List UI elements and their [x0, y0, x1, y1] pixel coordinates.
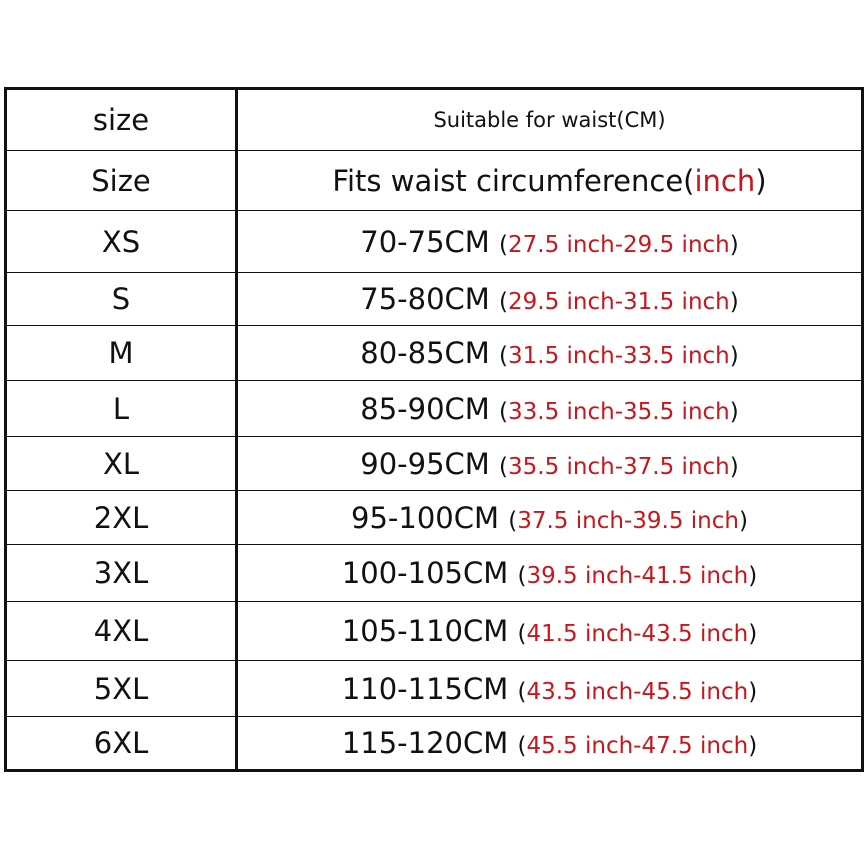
waist-cm: 105-110CM [341, 614, 509, 648]
waist-cell: 70-75CM (27.5 inch-29.5 inch) [236, 210, 863, 273]
size-cell: M [5, 325, 238, 381]
close-paren: ) [729, 231, 739, 258]
waist-inch: 27.5 inch-29.5 inch [508, 231, 730, 258]
waist-cm: 100-105CM [341, 556, 509, 590]
size-cell: 6XL [5, 716, 238, 771]
size-chart-table: size Suitable for waist(CM) Size Fits wa… [4, 87, 864, 772]
waist-cell: 80-85CM (31.5 inch-33.5 inch) [236, 325, 863, 381]
close-paren: ) [748, 733, 758, 759]
close-paren: ) [729, 398, 739, 425]
waist-inch: 31.5 inch-33.5 inch [508, 343, 730, 369]
table-row: 4XL 105-110CM (41.5 inch-43.5 inch) [5, 601, 863, 661]
waist-cell: 90-95CM (35.5 inch-37.5 inch) [236, 436, 863, 491]
waist-cell: 95-100CM (37.5 inch-39.5 inch) [236, 490, 863, 545]
waist-cm: 95-100CM [351, 500, 500, 535]
table-row: S 75-80CM (29.5 inch-31.5 inch) [5, 272, 863, 326]
size-cell: 4XL [5, 601, 238, 661]
close-paren: ) [748, 678, 758, 705]
table-row: 5XL 110-115CM (43.5 inch-45.5 inch) [5, 660, 863, 717]
open-paren: ( [517, 678, 527, 705]
waist-cm: 70-75CM [360, 224, 490, 259]
waist-cell: 85-90CM (33.5 inch-35.5 inch) [236, 380, 863, 437]
size-cell: 5XL [5, 660, 238, 717]
open-paren: ( [517, 563, 527, 589]
header-row-cm: size Suitable for waist(CM) [5, 88, 863, 151]
table-row: XL 90-95CM (35.5 inch-37.5 inch) [5, 436, 863, 491]
waist-cm-header: Suitable for waist(CM) [236, 88, 863, 151]
size-cell: 2XL [5, 490, 238, 545]
waist-inch: 37.5 inch-39.5 inch [517, 507, 739, 534]
open-paren: ( [499, 343, 509, 369]
waist-cm: 90-95CM [360, 446, 490, 481]
waist-cell: 75-80CM (29.5 inch-31.5 inch) [236, 272, 863, 326]
size-cell: XL [5, 436, 238, 491]
open-paren: ( [517, 733, 527, 759]
waist-inch: 43.5 inch-45.5 inch [526, 678, 749, 705]
open-paren: ( [499, 398, 509, 425]
close-paren: ) [748, 621, 758, 647]
size-cell: L [5, 380, 238, 437]
waist-inch-header-prefix: Fits waist circumference( [332, 163, 695, 198]
table-row: 3XL 100-105CM (39.5 inch-41.5 inch) [5, 544, 863, 602]
size-header: size [5, 88, 238, 151]
table-row: M 80-85CM (31.5 inch-33.5 inch) [5, 325, 863, 381]
close-paren: ) [729, 453, 739, 480]
table-row: L 85-90CM (33.5 inch-35.5 inch) [5, 380, 863, 437]
waist-inch: 39.5 inch-41.5 inch [526, 563, 749, 589]
open-paren: ( [508, 507, 518, 534]
waist-cm: 115-120CM [341, 726, 509, 760]
waist-inch: 29.5 inch-31.5 inch [508, 289, 730, 315]
close-paren: ) [748, 563, 758, 589]
open-paren: ( [499, 453, 509, 480]
waist-cm: 85-90CM [360, 391, 490, 426]
waist-inch: 33.5 inch-35.5 inch [508, 398, 730, 425]
inch-highlight: inch [694, 163, 756, 198]
waist-cell: 115-120CM (45.5 inch-47.5 inch) [236, 716, 863, 771]
waist-inch: 41.5 inch-43.5 inch [526, 621, 749, 647]
waist-cell: 110-115CM (43.5 inch-45.5 inch) [236, 660, 863, 717]
waist-cm: 75-80CM [360, 282, 490, 316]
waist-inch-header: Fits waist circumference(inch) [236, 150, 863, 211]
size-cell: 3XL [5, 544, 238, 602]
close-paren: ) [738, 507, 748, 534]
table-row: 6XL 115-120CM (45.5 inch-47.5 inch) [5, 716, 863, 771]
close-paren: ) [729, 289, 739, 315]
waist-inch-header-suffix: ) [755, 163, 767, 198]
waist-inch: 45.5 inch-47.5 inch [526, 733, 749, 759]
size-header-2: Size [5, 150, 238, 211]
size-cell: XS [5, 210, 238, 273]
waist-cell: 105-110CM (41.5 inch-43.5 inch) [236, 601, 863, 661]
waist-inch: 35.5 inch-37.5 inch [508, 453, 730, 480]
table-row: XS 70-75CM (27.5 inch-29.5 inch) [5, 210, 863, 273]
size-cell: S [5, 272, 238, 326]
close-paren: ) [729, 343, 739, 369]
waist-cell: 100-105CM (39.5 inch-41.5 inch) [236, 544, 863, 602]
waist-cm: 110-115CM [341, 671, 509, 706]
table-row: 2XL 95-100CM (37.5 inch-39.5 inch) [5, 490, 863, 545]
open-paren: ( [499, 231, 509, 258]
waist-cm: 80-85CM [360, 336, 490, 370]
header-row-inch: Size Fits waist circumference(inch) [5, 150, 863, 211]
open-paren: ( [499, 289, 509, 315]
open-paren: ( [517, 621, 527, 647]
